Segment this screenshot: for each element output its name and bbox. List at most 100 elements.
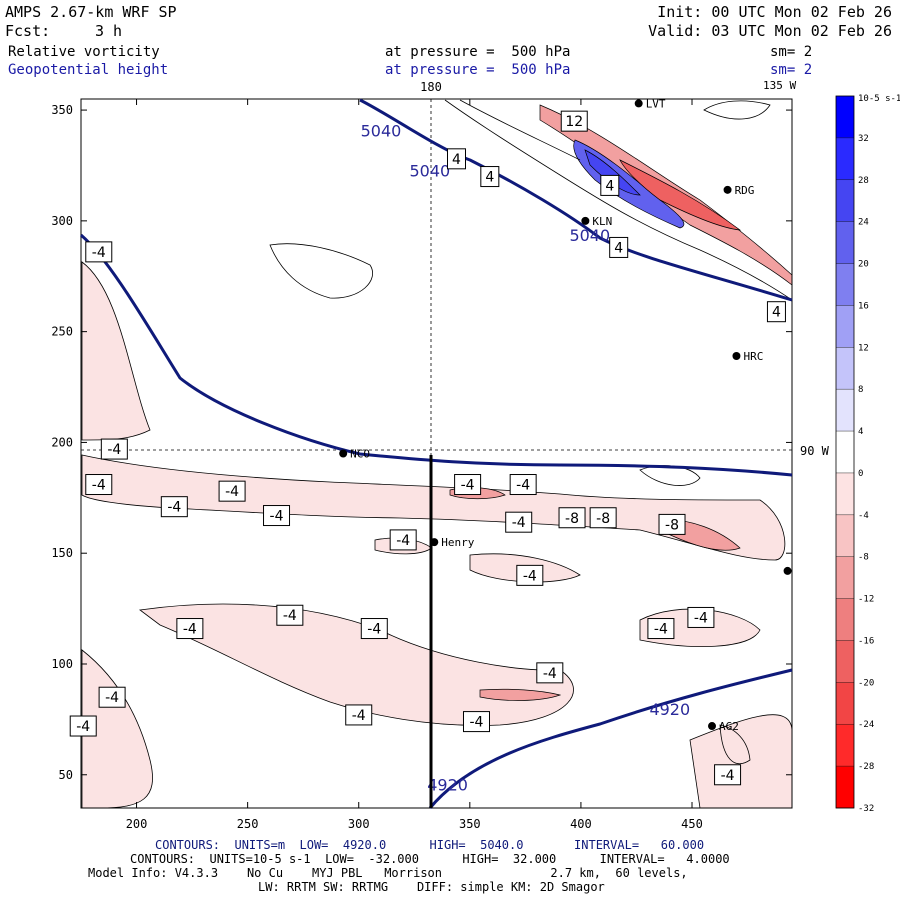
vorticity-label: 4 bbox=[600, 174, 620, 196]
vorticity-label-text: -4 bbox=[167, 500, 181, 516]
vorticity-label-box bbox=[560, 110, 588, 132]
lon-135w-label: 135 W bbox=[763, 79, 796, 92]
vorticity-label: -4 bbox=[536, 662, 564, 684]
colorbar-swatch bbox=[836, 431, 854, 473]
colorbar-label: -4 bbox=[858, 511, 869, 521]
colorbar-label: 4 bbox=[858, 427, 863, 437]
vorticity-shading bbox=[81, 261, 793, 809]
vorticity-label: -4 bbox=[218, 480, 246, 502]
station-dot bbox=[732, 352, 741, 361]
vorticity-label-box bbox=[263, 505, 291, 527]
vorticity-label-box bbox=[589, 507, 617, 529]
station-dot bbox=[708, 722, 717, 731]
field2-smoothing: sm= 2 bbox=[770, 62, 813, 78]
vorticity-label: -4 bbox=[345, 704, 373, 726]
colorbar-label: -16 bbox=[858, 636, 874, 646]
lat-90w-label: 90 W bbox=[800, 444, 830, 458]
vorticity-label-text: -4 bbox=[92, 245, 106, 261]
colorbar-swatch bbox=[836, 514, 854, 557]
forecast-label: Fcst: bbox=[5, 22, 51, 40]
height-contour-label: 5040 bbox=[409, 162, 450, 181]
vorticity-label: -4 bbox=[389, 529, 417, 551]
vorticity-label-box bbox=[100, 438, 128, 460]
station: AG2 bbox=[708, 720, 739, 733]
vorticity-label-text: -4 bbox=[543, 666, 557, 682]
height-contour-label: 5040 bbox=[569, 226, 610, 245]
vorticity-label-text: -4 bbox=[721, 768, 735, 784]
field1-name: Relative vorticity bbox=[8, 44, 160, 60]
vorticity-label-box bbox=[160, 496, 188, 518]
vorticity-label-text: -4 bbox=[105, 690, 119, 706]
station-dot bbox=[783, 566, 792, 575]
colorbar-label: 28 bbox=[858, 176, 869, 186]
footer-physics: LW: RRTM SW: RRTMG DIFF: simple KM: 2D S… bbox=[258, 880, 605, 894]
vorticity-label: -4 bbox=[98, 686, 126, 708]
vorticity-contour-lines bbox=[269, 99, 793, 765]
station-dot bbox=[339, 449, 348, 458]
colorbar-label: 24 bbox=[858, 218, 869, 228]
vorticity-label-text: 4 bbox=[452, 152, 461, 168]
vorticity-label-text: -8 bbox=[665, 517, 679, 533]
vorticity-label-box bbox=[345, 704, 373, 726]
colorbar-swatch bbox=[836, 472, 854, 515]
height-contour-label: 4920 bbox=[427, 775, 468, 794]
station-dot bbox=[430, 538, 439, 547]
footer-vorticity-contours: CONTOURS: UNITS=10-5 s-1 LOW= -32.000 HI… bbox=[130, 852, 730, 866]
vorticity-label-text: -4 bbox=[352, 708, 366, 724]
x-ticks: 200 250 300 350 400 450 bbox=[126, 99, 703, 831]
station-label: NCO bbox=[350, 448, 370, 461]
vorticity-label: -8 bbox=[658, 513, 686, 535]
colorbar-label: -28 bbox=[858, 762, 874, 772]
vorticity-label-text: -4 bbox=[523, 568, 537, 584]
vorticity-label-text: -4 bbox=[512, 515, 526, 531]
vorticity-label-box bbox=[218, 480, 246, 502]
station-label: HRC bbox=[743, 350, 763, 363]
field1-smoothing: sm= 2 bbox=[770, 44, 813, 60]
vorticity-label: -4 bbox=[462, 711, 490, 733]
vorticity-label-box bbox=[446, 148, 466, 170]
station-label: RDG bbox=[735, 184, 755, 197]
y-tick-label: 100 bbox=[51, 657, 73, 671]
colorbar-swatch bbox=[836, 305, 854, 348]
colorbar-swatch bbox=[836, 137, 854, 180]
colorbar-swatch bbox=[836, 221, 854, 264]
colorbar-swatch bbox=[836, 263, 854, 306]
station-dot bbox=[581, 216, 590, 225]
vorticity-label: 4 bbox=[480, 166, 500, 188]
vorticity-label: -4 bbox=[647, 618, 675, 640]
vorticity-label: -4 bbox=[714, 764, 742, 786]
vorticity-label: -4 bbox=[687, 606, 715, 628]
vorticity-label-box bbox=[454, 474, 482, 496]
vorticity-label-text: 4 bbox=[605, 178, 614, 194]
height-contour-label: 4920 bbox=[649, 700, 690, 719]
station-label: LVT bbox=[646, 97, 666, 110]
vorticity-label-box bbox=[647, 618, 675, 640]
vorticity-label: 4 bbox=[609, 236, 629, 258]
vorticity-label-text: -4 bbox=[283, 608, 297, 624]
vorticity-label-box bbox=[276, 604, 304, 626]
vorticity-label: -4 bbox=[516, 564, 544, 586]
field1-level: at pressure = 500 hPa bbox=[385, 44, 571, 60]
plot-frame bbox=[80, 98, 793, 809]
vorticity-label-box bbox=[600, 174, 620, 196]
vorticity-label-box bbox=[69, 715, 97, 737]
colorbar-swatch bbox=[836, 598, 854, 641]
vorticity-label-text: -4 bbox=[183, 622, 197, 638]
x-tick-label: 200 bbox=[126, 817, 148, 831]
y-tick-label: 300 bbox=[51, 214, 73, 228]
y-tick-label: 350 bbox=[51, 103, 73, 117]
vorticity-label-box bbox=[536, 662, 564, 684]
vorticity-label-box bbox=[558, 507, 586, 529]
vorticity-label-box bbox=[509, 474, 537, 496]
y-tick-label: 250 bbox=[51, 325, 73, 339]
vorticity-label-box bbox=[85, 474, 113, 496]
vorticity-label-text: -4 bbox=[396, 533, 410, 549]
colorbar-label: -32 bbox=[858, 804, 874, 814]
colorbar-label: 12 bbox=[858, 343, 869, 353]
vorticity-label-text: -4 bbox=[270, 509, 284, 525]
vorticity-label-box bbox=[85, 241, 113, 263]
height-contour-label: 5040 bbox=[361, 122, 402, 141]
colorbar-label: 20 bbox=[858, 260, 869, 270]
station: NCO bbox=[339, 448, 370, 461]
